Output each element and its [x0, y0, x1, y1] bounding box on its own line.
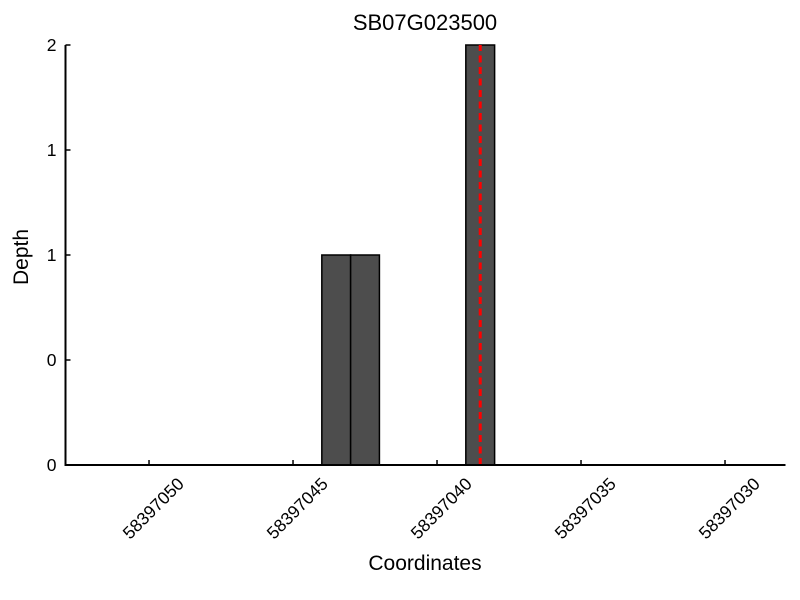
x-tick-label: 58397050: [119, 474, 188, 543]
y-tick-label: 0: [47, 350, 57, 370]
y-tick-label: 2: [47, 35, 57, 55]
y-tick-label: 0: [47, 455, 57, 475]
y-tick-label: 1: [47, 140, 57, 160]
y-tick-label: 1: [47, 245, 57, 265]
x-tick-label: 58397030: [695, 474, 764, 543]
x-axis-label: Coordinates: [368, 552, 482, 575]
x-tick-label: 58397040: [407, 474, 476, 543]
depth-bar: [349, 254, 381, 466]
x-tick-label: 58397045: [263, 474, 332, 543]
chart-title: SB07G023500: [352, 10, 498, 35]
depth-bar: [321, 254, 352, 466]
axis-spines: [64, 45, 786, 466]
x-tick-label: 58397035: [551, 474, 620, 543]
